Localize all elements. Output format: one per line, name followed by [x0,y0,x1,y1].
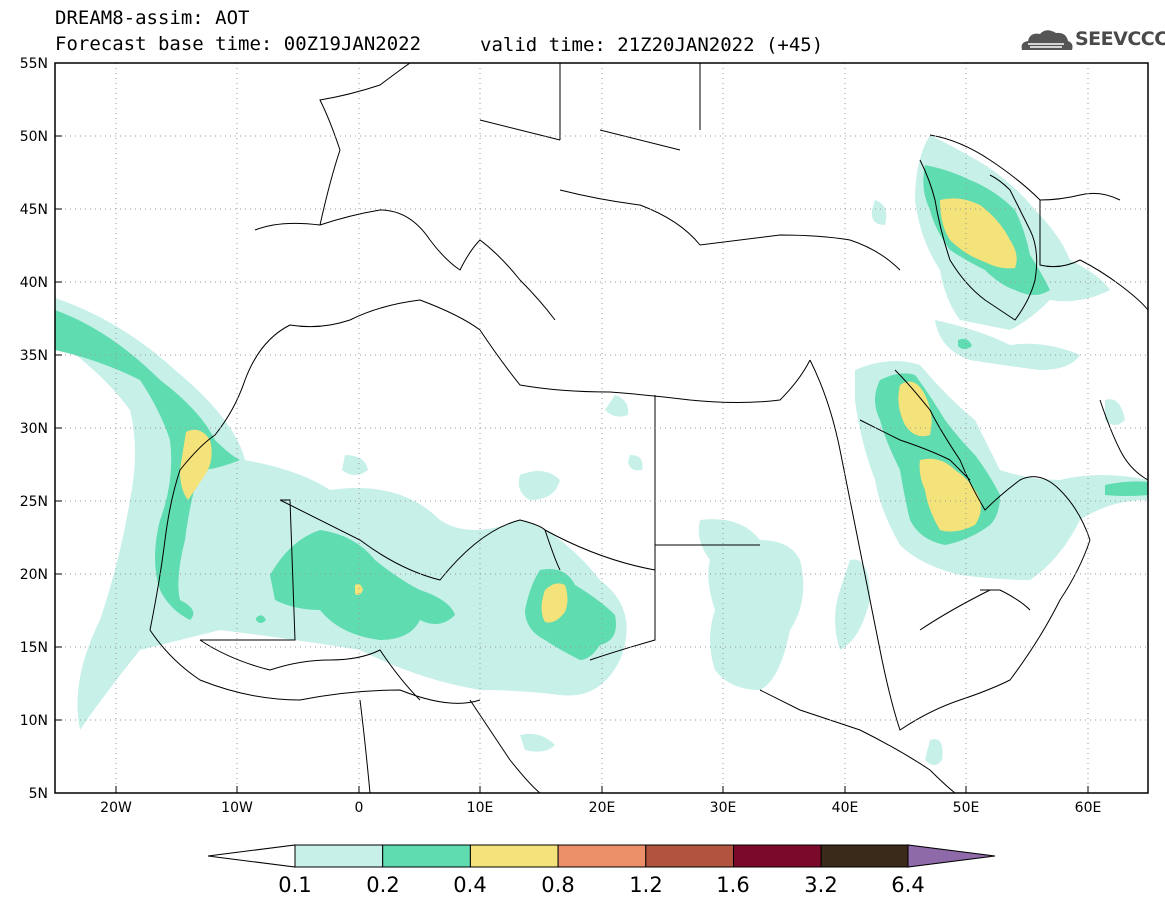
colorbar-under-arrow [207,844,296,868]
logo-text: SEEVCCC [1075,28,1165,50]
colorbar-box [469,844,559,868]
lat-label: 5N [29,786,48,802]
lat-label: 35N [20,348,48,364]
colorbar-box [733,844,822,868]
lon-label: 60E [1075,800,1102,816]
colorbar-box [557,844,647,868]
colorbar-over-arrow [907,844,996,868]
lon-label: 0 [355,800,364,816]
lat-label: 30N [20,421,48,437]
colorbar-label: 0.4 [453,873,486,897]
lon-label: 10W [221,800,253,816]
lat-label: 50N [20,129,48,145]
tick-marks [55,62,1089,793]
lon-label: 20E [589,800,616,816]
colorbar-label: 0.1 [278,873,311,897]
colorbar: 0.1 0.2 0.4 0.8 1.2 1.6 3.2 6.4 [207,844,996,897]
lat-label: 15N [20,640,48,656]
colorbar-box [294,844,384,868]
colorbar-label: 3.2 [804,873,837,897]
colorbar-boxes [294,844,910,868]
colorbar-label: 0.8 [541,873,574,897]
lon-label: 10E [467,800,494,816]
colorbar-label: 1.6 [716,873,749,897]
lat-label: 20N [20,567,48,583]
colorbar-box [382,844,471,868]
colorbar-label: 6.4 [891,873,924,897]
forecast-base-time: Forecast base time: 00Z19JAN2022 [55,33,422,55]
valid-time: valid time: 21Z20JAN2022 (+45) [480,34,824,56]
cloud-logo-icon [1021,30,1073,50]
longitude-labels: 20W 10W 0 10E 20E 30E 40E 50E 60E [100,800,1101,816]
map-title: DREAM8-assim: AOT [55,7,250,29]
colorbar-box [820,844,910,868]
lon-label: 30E [710,800,737,816]
lon-label: 20W [100,800,132,816]
aot-shading [55,135,1148,765]
lat-label: 45N [20,202,48,218]
lon-label: 40E [832,800,859,816]
lon-label: 50E [953,800,980,816]
coastlines [149,63,1148,793]
grid-lines [55,63,1148,793]
lat-label: 40N [20,275,48,291]
colorbar-label: 0.2 [366,873,399,897]
lat-label: 10N [20,713,48,729]
lat-label: 55N [20,56,48,72]
latitude-labels: 55N 50N 45N 40N 35N 30N 25N 20N 15N 10N … [20,56,48,802]
colorbar-label: 1.2 [629,873,662,897]
lat-label: 25N [20,494,48,510]
colorbar-box [645,844,734,868]
